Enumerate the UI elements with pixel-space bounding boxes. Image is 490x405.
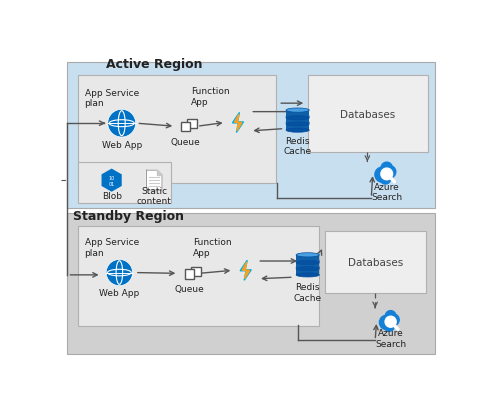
Bar bbox=[286, 111, 309, 119]
Text: Function
App: Function App bbox=[191, 87, 229, 107]
Ellipse shape bbox=[296, 261, 319, 265]
Polygon shape bbox=[147, 171, 162, 191]
Text: Queue: Queue bbox=[171, 138, 200, 147]
Bar bbox=[191, 267, 200, 277]
Ellipse shape bbox=[286, 129, 309, 133]
Ellipse shape bbox=[296, 273, 319, 277]
Bar bbox=[286, 117, 309, 125]
Circle shape bbox=[387, 314, 399, 326]
Polygon shape bbox=[234, 115, 242, 132]
Bar bbox=[286, 123, 309, 131]
Text: Web App: Web App bbox=[99, 288, 140, 297]
Circle shape bbox=[383, 166, 396, 179]
Bar bbox=[185, 270, 194, 279]
Bar bbox=[78, 162, 172, 204]
Text: Static
content: Static content bbox=[137, 186, 172, 206]
Bar bbox=[187, 120, 197, 129]
Polygon shape bbox=[157, 171, 162, 175]
Text: Blob: Blob bbox=[101, 192, 122, 200]
Ellipse shape bbox=[296, 259, 319, 264]
Polygon shape bbox=[242, 262, 250, 279]
Text: Web App: Web App bbox=[101, 141, 142, 150]
Circle shape bbox=[108, 110, 136, 138]
Text: Azure
Search: Azure Search bbox=[375, 328, 406, 348]
Text: Azure
Search: Azure Search bbox=[371, 183, 402, 202]
Ellipse shape bbox=[286, 116, 309, 121]
Text: Redis
Cache: Redis Cache bbox=[294, 282, 322, 302]
Text: Function
App: Function App bbox=[193, 238, 232, 257]
Bar bbox=[78, 227, 318, 327]
Circle shape bbox=[385, 316, 396, 327]
Ellipse shape bbox=[296, 267, 319, 271]
Ellipse shape bbox=[296, 265, 319, 270]
Text: Databases: Databases bbox=[340, 110, 395, 119]
Bar bbox=[68, 214, 435, 354]
Text: 10
01: 10 01 bbox=[108, 175, 115, 186]
Text: Redis
Cache: Redis Cache bbox=[284, 136, 312, 156]
Circle shape bbox=[384, 322, 394, 331]
Polygon shape bbox=[102, 170, 121, 192]
Ellipse shape bbox=[286, 109, 309, 113]
Bar bbox=[78, 76, 276, 184]
Circle shape bbox=[381, 163, 392, 174]
Ellipse shape bbox=[286, 115, 309, 119]
Circle shape bbox=[380, 174, 391, 185]
Ellipse shape bbox=[286, 121, 309, 125]
Bar bbox=[181, 122, 190, 132]
Polygon shape bbox=[232, 113, 244, 133]
Bar bbox=[325, 231, 425, 293]
Text: Queue: Queue bbox=[174, 285, 204, 294]
Circle shape bbox=[381, 169, 392, 180]
Bar bbox=[308, 76, 428, 153]
Circle shape bbox=[379, 315, 394, 330]
Bar bbox=[296, 255, 319, 263]
Circle shape bbox=[385, 311, 396, 321]
Polygon shape bbox=[240, 260, 251, 281]
Text: App Service
plan: App Service plan bbox=[84, 238, 139, 257]
Circle shape bbox=[106, 260, 133, 286]
Bar bbox=[296, 261, 319, 269]
Text: Databases: Databases bbox=[347, 257, 403, 267]
Bar bbox=[68, 62, 435, 208]
Text: Standby Region: Standby Region bbox=[73, 210, 184, 223]
Circle shape bbox=[375, 168, 390, 183]
Ellipse shape bbox=[286, 123, 309, 127]
Bar bbox=[296, 268, 319, 275]
Text: App Service
plan: App Service plan bbox=[84, 89, 139, 108]
Text: Active Region: Active Region bbox=[106, 58, 203, 71]
Ellipse shape bbox=[296, 253, 319, 257]
